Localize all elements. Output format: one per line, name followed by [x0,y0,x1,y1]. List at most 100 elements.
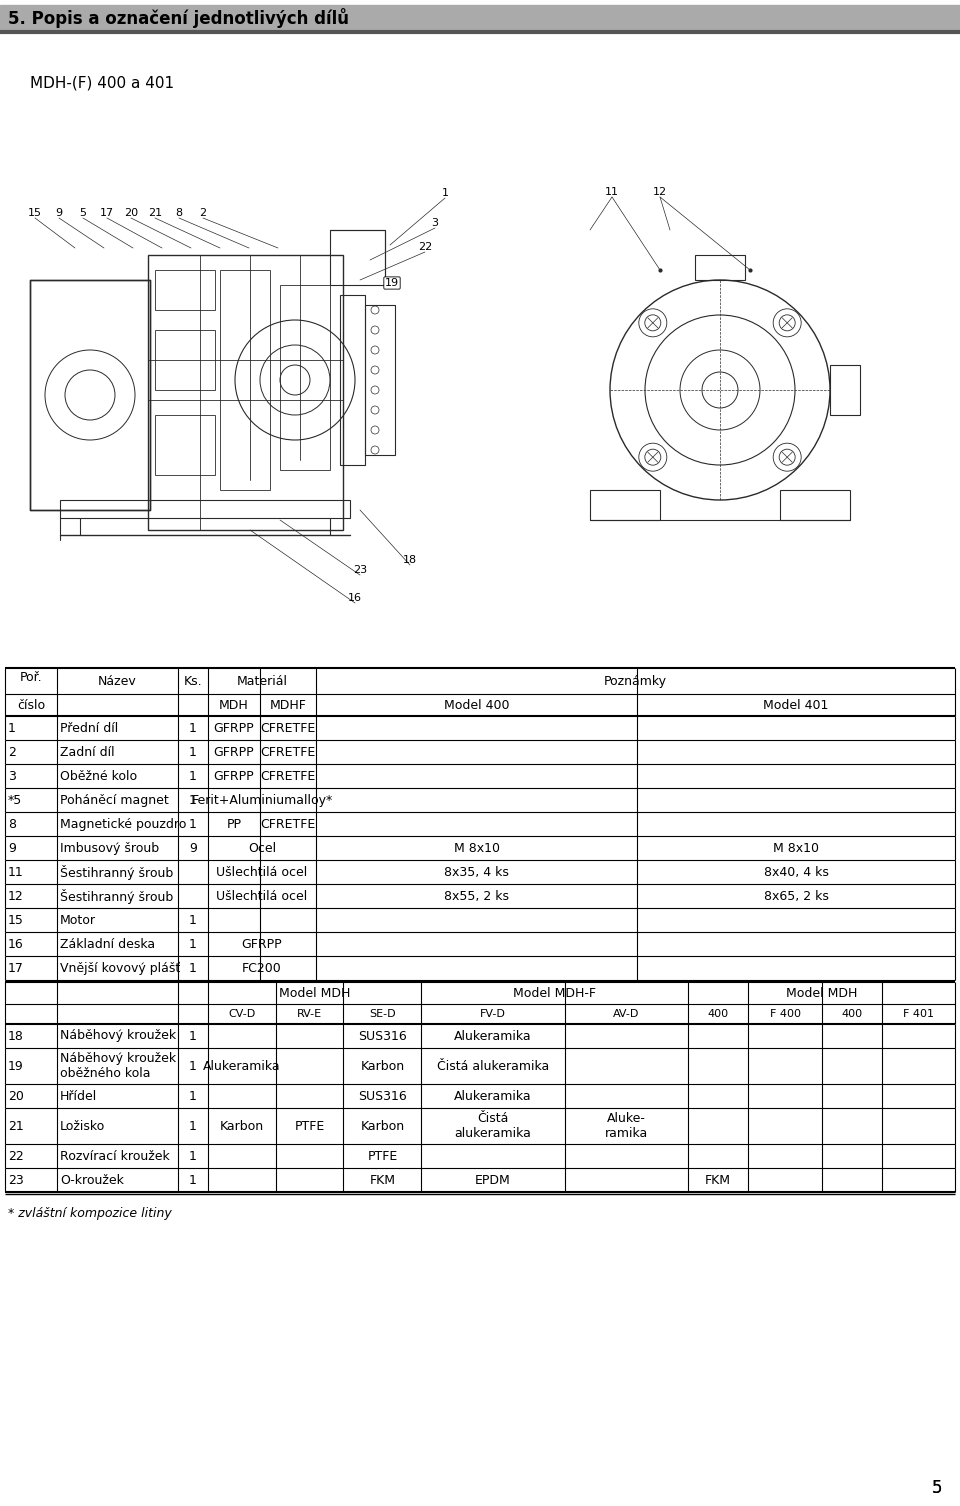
Text: F 401: F 401 [903,1009,934,1020]
Text: 16: 16 [348,593,362,602]
Text: 8x65, 2 ks: 8x65, 2 ks [763,890,828,902]
Text: 16: 16 [8,938,24,950]
Text: Model 400: Model 400 [444,699,509,711]
Text: GFRPP: GFRPP [242,938,282,950]
Text: 3: 3 [431,218,439,227]
Text: Magnetické pouzdro: Magnetické pouzdro [60,818,186,830]
Text: 8: 8 [176,208,182,218]
Text: 22: 22 [8,1149,24,1163]
Bar [780,489,850,520]
Text: 5: 5 [80,208,86,218]
Text: 8: 8 [8,818,16,830]
Text: Materiál: Materiál [236,675,287,688]
Text: 400: 400 [708,1009,729,1020]
Text: 5. Popis a označení jednotlivých dílů: 5. Popis a označení jednotlivých dílů [8,8,349,29]
Text: číslo: číslo [17,699,45,711]
Text: CFRETFE: CFRETFE [260,721,316,735]
Text: 1: 1 [189,1119,197,1133]
Text: 11: 11 [8,866,24,878]
Bar [155,330,215,390]
Text: Aluke-
ramika: Aluke- ramika [605,1111,648,1140]
Text: 2: 2 [200,208,206,218]
Text: EPDM: EPDM [475,1173,511,1187]
Text: 1: 1 [8,721,16,735]
Text: Motor: Motor [60,914,96,926]
Text: Karbon: Karbon [360,1119,404,1133]
Text: 400: 400 [842,1009,863,1020]
Text: 17: 17 [100,208,114,218]
Text: Model MDH-F: Model MDH-F [514,986,596,1000]
Text: 17: 17 [8,961,24,974]
Text: Poháněcí magnet: Poháněcí magnet [60,794,169,807]
Text: Karbon: Karbon [360,1060,404,1072]
Text: Ložisko: Ložisko [60,1119,106,1133]
Text: Poř.: Poř. [20,670,42,684]
Bar [30,280,150,511]
Text: Ocel: Ocel [248,842,276,854]
Text: Čistá alukeramika: Čistá alukeramika [437,1060,549,1072]
Text: 20: 20 [124,208,138,218]
Text: Model MDH: Model MDH [279,986,350,1000]
Text: SUS316: SUS316 [358,1030,407,1042]
Text: Ferit+Aluminiumalloy*: Ferit+Aluminiumalloy* [191,794,332,807]
Text: 19: 19 [385,279,399,288]
Text: 5: 5 [931,1479,942,1497]
Text: 1: 1 [189,721,197,735]
Bar [280,285,330,470]
Text: 23: 23 [353,565,367,575]
Bar [0,5,960,32]
Text: 1: 1 [189,1060,197,1072]
Text: 5: 5 [931,1479,942,1497]
Text: AV-D: AV-D [613,1009,639,1020]
Bar [60,500,350,518]
Text: GFRPP: GFRPP [214,745,254,759]
Text: 3: 3 [8,770,16,783]
Bar [365,306,395,455]
Text: MDH-(F) 400 a 401: MDH-(F) 400 a 401 [30,75,174,90]
Text: GFRPP: GFRPP [214,721,254,735]
Text: 1: 1 [189,961,197,974]
Text: CFRETFE: CFRETFE [260,818,316,830]
Text: FC200: FC200 [242,961,282,974]
Text: 8x35, 4 ks: 8x35, 4 ks [444,866,509,878]
Text: 1: 1 [189,914,197,926]
Text: 1: 1 [189,818,197,830]
Text: CFRETFE: CFRETFE [260,770,316,783]
Text: CFRETFE: CFRETFE [260,745,316,759]
Text: M 8x10: M 8x10 [773,842,819,854]
Bar [590,489,660,520]
Text: 8x55, 2 ks: 8x55, 2 ks [444,890,509,902]
Text: Ks.: Ks. [183,675,203,688]
Text: 1: 1 [189,770,197,783]
Bar [148,255,343,530]
Text: Model 401: Model 401 [763,699,828,711]
Text: F 400: F 400 [770,1009,801,1020]
Text: Alukeramika: Alukeramika [203,1060,280,1072]
Text: Alukeramika: Alukeramika [454,1030,532,1042]
Text: 11: 11 [605,187,619,197]
Text: Imbusový šroub: Imbusový šroub [60,842,159,854]
Text: 1: 1 [189,794,197,807]
Text: 9: 9 [189,842,197,854]
Text: 12: 12 [8,890,24,902]
Text: Náběhový kroužek: Náběhový kroužek [60,1030,176,1042]
Text: Hřídel: Hřídel [60,1089,97,1102]
Text: FKM: FKM [706,1173,732,1187]
Text: Náběhový kroužek
oběžného kola: Náběhový kroužek oběžného kola [60,1053,176,1080]
Text: * zvláštní kompozice litiny: * zvláštní kompozice litiny [8,1208,172,1220]
Bar [155,270,215,310]
Text: 1: 1 [442,188,448,197]
Bar [155,416,215,474]
Text: FKM: FKM [370,1173,396,1187]
Text: Alukeramika: Alukeramika [454,1089,532,1102]
Text: 1: 1 [189,1173,197,1187]
Bar [330,230,385,285]
Text: GFRPP: GFRPP [214,770,254,783]
Text: 15: 15 [8,914,24,926]
Bar [340,295,365,465]
Text: PTFE: PTFE [368,1149,397,1163]
Text: O-kroužek: O-kroužek [60,1173,124,1187]
Text: Zadní díl: Zadní díl [60,745,114,759]
Text: SUS316: SUS316 [358,1089,407,1102]
Text: Název: Název [98,675,137,688]
